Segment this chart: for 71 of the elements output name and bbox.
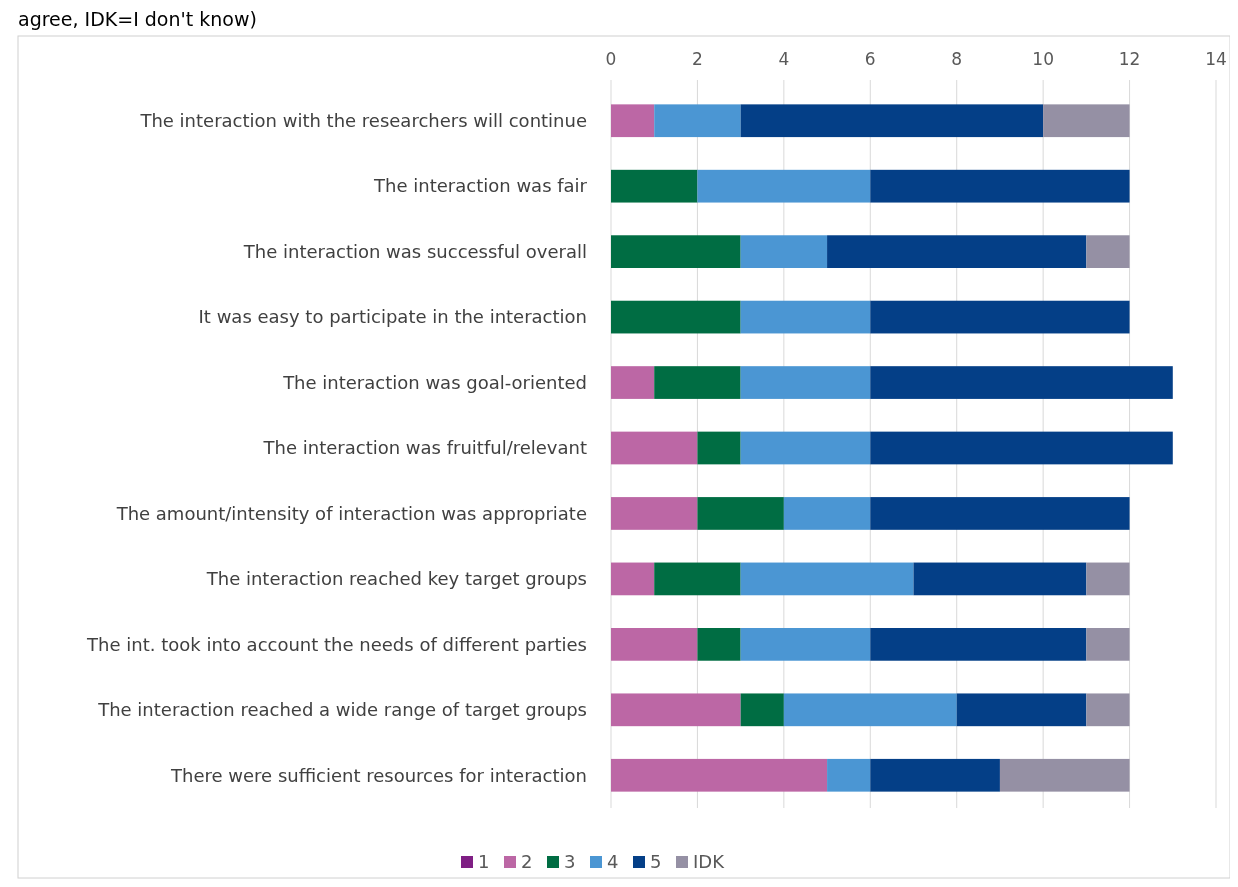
y-tick-label: The interaction with the researchers will continue	[139, 110, 587, 132]
bar	[697, 497, 784, 530]
bar	[611, 628, 698, 661]
bar	[611, 366, 655, 399]
bar	[870, 758, 1000, 792]
bar	[1086, 628, 1130, 661]
y-tick-label: The interaction reached a wide range of target groups	[97, 699, 587, 721]
bar	[870, 169, 1130, 203]
bar	[999, 758, 1130, 792]
y-tick-label: The int. took into account the needs of different parties	[86, 633, 587, 655]
bar	[697, 169, 871, 203]
bar	[870, 366, 1173, 399]
x-tick-label: 10	[1032, 49, 1054, 69]
y-tick-label: The interaction was fruitful/relevant	[262, 437, 587, 459]
bar	[740, 431, 871, 465]
bar	[740, 366, 871, 399]
bar	[611, 300, 741, 334]
y-tick-label: The interaction was successful overall	[242, 240, 587, 262]
bar	[1043, 104, 1130, 138]
bar	[654, 562, 741, 596]
y-tick-label: There were sufficient resources for interaction	[170, 764, 587, 786]
bar	[611, 562, 655, 596]
bar	[611, 693, 741, 727]
bar	[870, 497, 1130, 530]
bar	[611, 431, 698, 465]
bar	[697, 431, 741, 465]
bar	[783, 497, 871, 530]
x-tick-label: 14	[1205, 49, 1227, 69]
x-tick-label: 4	[778, 49, 790, 69]
y-tick-label: The interaction was goal-oriented	[282, 371, 587, 393]
bar	[697, 628, 741, 661]
bar	[611, 758, 828, 792]
bar	[654, 104, 741, 138]
bar	[827, 235, 1087, 268]
legend-label: IDK	[693, 851, 726, 873]
legend-label: 4	[607, 851, 619, 873]
x-tick-label: 2	[692, 49, 703, 69]
bar	[611, 169, 698, 203]
y-tick-label: The interaction was fair	[373, 175, 588, 197]
y-tick-label: It was easy to participate in the interaction	[198, 306, 587, 328]
legend-label: 1	[478, 851, 490, 873]
bar	[740, 300, 871, 334]
bar	[740, 628, 871, 661]
bar	[1086, 562, 1130, 596]
bar	[611, 497, 698, 530]
bar	[740, 104, 1044, 138]
bar	[870, 300, 1130, 334]
x-tick-label: 12	[1118, 49, 1141, 69]
bar	[740, 562, 914, 596]
bar	[654, 366, 741, 399]
y-tick-label: The interaction reached key target groups	[205, 568, 587, 590]
bar	[740, 235, 828, 268]
bar	[870, 628, 1087, 661]
bar	[913, 562, 1087, 596]
legend-label: 3	[564, 851, 576, 873]
x-tick-label: 8	[951, 49, 963, 69]
bar	[870, 431, 1173, 465]
text: agree, IDK=I don't know)	[18, 8, 257, 30]
bar	[956, 693, 1087, 727]
bar	[740, 693, 784, 727]
bar	[783, 693, 957, 727]
bar	[1086, 235, 1130, 268]
bar	[827, 758, 871, 792]
legend-label: 2	[521, 851, 533, 873]
x-tick-label: 0	[605, 49, 617, 69]
y-tick-label: The amount/intensity of interaction was appropriate	[115, 502, 587, 524]
bar	[1086, 693, 1130, 727]
x-tick-label: 6	[864, 49, 876, 69]
bar	[611, 104, 655, 138]
legend-label: 5	[650, 851, 662, 873]
bar	[611, 235, 741, 268]
